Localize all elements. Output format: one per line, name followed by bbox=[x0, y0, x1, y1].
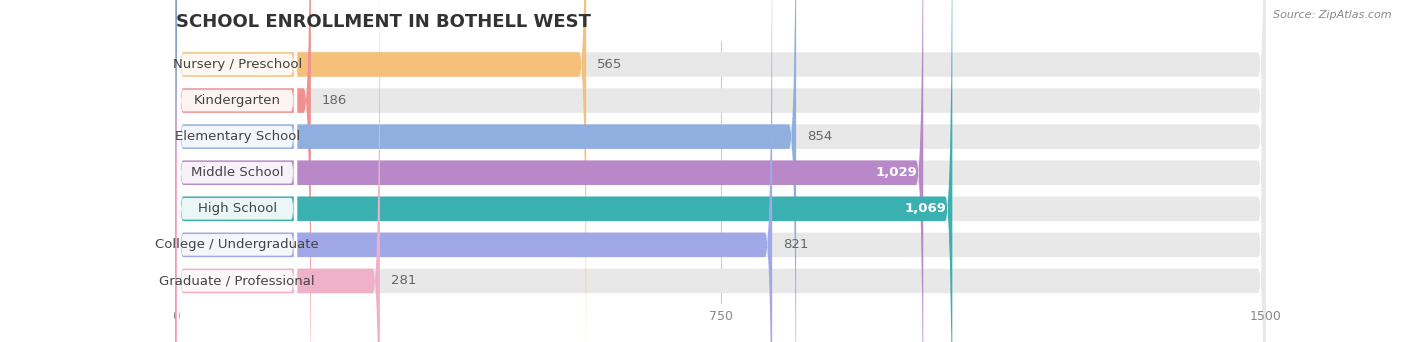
FancyBboxPatch shape bbox=[177, 0, 297, 342]
FancyBboxPatch shape bbox=[176, 0, 380, 342]
FancyBboxPatch shape bbox=[176, 0, 1265, 342]
FancyBboxPatch shape bbox=[176, 0, 1265, 342]
FancyBboxPatch shape bbox=[177, 3, 297, 342]
Text: 186: 186 bbox=[322, 94, 347, 107]
Text: 1,069: 1,069 bbox=[904, 202, 946, 215]
Text: Graduate / Professional: Graduate / Professional bbox=[159, 274, 315, 287]
Text: High School: High School bbox=[198, 202, 277, 215]
Text: 1,029: 1,029 bbox=[876, 166, 918, 179]
Text: 854: 854 bbox=[807, 130, 832, 143]
FancyBboxPatch shape bbox=[176, 0, 1265, 342]
Text: 821: 821 bbox=[783, 238, 808, 251]
FancyBboxPatch shape bbox=[176, 0, 952, 342]
Text: Nursery / Preschool: Nursery / Preschool bbox=[173, 58, 302, 71]
FancyBboxPatch shape bbox=[177, 0, 297, 342]
FancyBboxPatch shape bbox=[176, 0, 1265, 342]
Text: Middle School: Middle School bbox=[191, 166, 284, 179]
FancyBboxPatch shape bbox=[177, 0, 297, 342]
FancyBboxPatch shape bbox=[176, 0, 924, 342]
Text: Kindergarten: Kindergarten bbox=[194, 94, 281, 107]
FancyBboxPatch shape bbox=[177, 0, 297, 342]
Text: College / Undergraduate: College / Undergraduate bbox=[155, 238, 319, 251]
Text: Elementary School: Elementary School bbox=[174, 130, 299, 143]
Text: SCHOOL ENROLLMENT IN BOTHELL WEST: SCHOOL ENROLLMENT IN BOTHELL WEST bbox=[176, 13, 591, 31]
FancyBboxPatch shape bbox=[176, 0, 1265, 342]
FancyBboxPatch shape bbox=[176, 0, 772, 342]
Text: Source: ZipAtlas.com: Source: ZipAtlas.com bbox=[1274, 10, 1392, 20]
Text: 565: 565 bbox=[598, 58, 623, 71]
FancyBboxPatch shape bbox=[176, 0, 1265, 342]
FancyBboxPatch shape bbox=[176, 0, 1265, 342]
FancyBboxPatch shape bbox=[177, 0, 297, 342]
Text: 281: 281 bbox=[391, 274, 416, 287]
FancyBboxPatch shape bbox=[177, 0, 297, 342]
FancyBboxPatch shape bbox=[176, 0, 311, 342]
FancyBboxPatch shape bbox=[176, 0, 586, 342]
FancyBboxPatch shape bbox=[176, 0, 796, 342]
